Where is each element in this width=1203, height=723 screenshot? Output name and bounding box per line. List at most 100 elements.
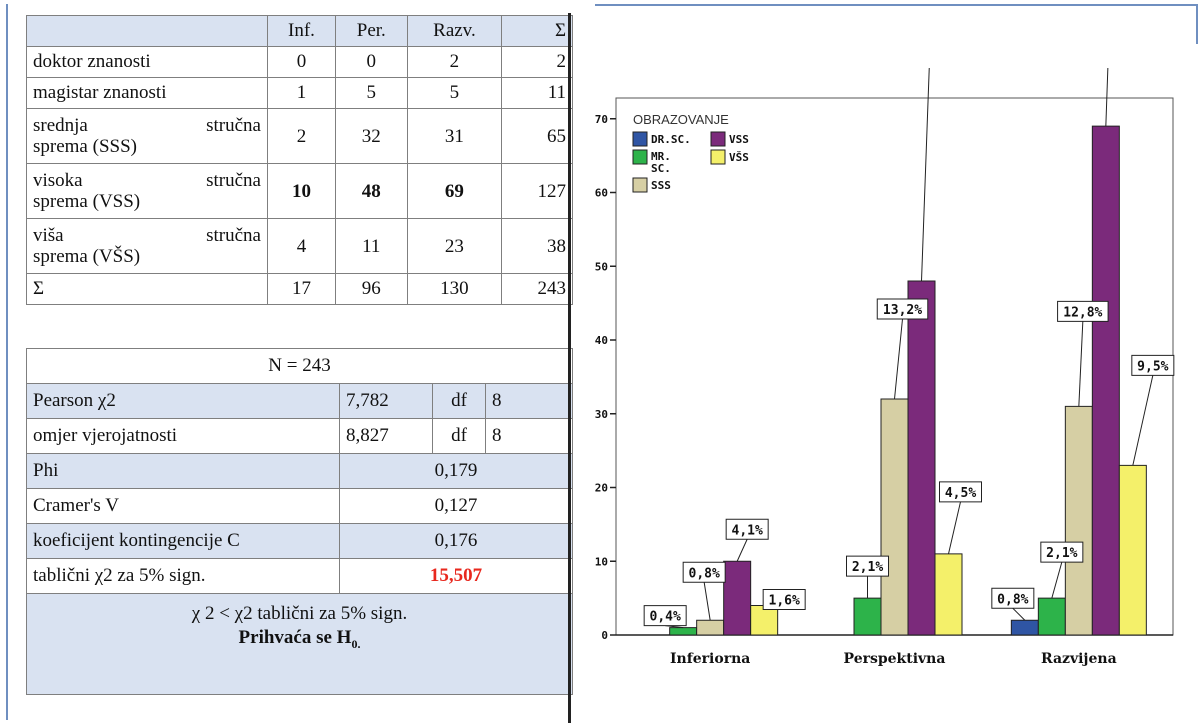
annotation-box — [846, 555, 889, 577]
legend-label: VŠS — [729, 151, 749, 164]
annotation-label: 13,2% — [883, 303, 922, 318]
conclusion-line1: χ 2 < χ2 tablični za 5% sign. — [191, 603, 408, 624]
cell: 11 — [501, 77, 573, 109]
cell: 11 — [334, 218, 408, 274]
annotation-leader — [921, 68, 930, 282]
legend-swatch — [632, 131, 648, 147]
contingency-table: Inf. Per. Razv. Σ doktor znanosti 0 0 2 … — [26, 15, 573, 305]
annotation-label: 2,1% — [852, 560, 883, 575]
table-row: visoka stručna sprema (VSS) 10 48 69 127 — [26, 163, 573, 219]
df-value: 8 — [485, 418, 573, 454]
row-label: Σ — [26, 273, 268, 305]
table-header-row: Inf. Per. Razv. Σ — [26, 15, 573, 47]
row-label-line: sprema (VSS) — [33, 191, 141, 212]
cell: 38 — [501, 218, 573, 274]
y-tick-label: 60 — [595, 187, 608, 200]
y-tick-label: 20 — [595, 482, 608, 495]
cell: 32 — [334, 108, 408, 164]
statistics-table: N = 243 Pearson χ2 7,782 df 8 omjer vjer… — [26, 348, 573, 695]
page-border-left — [6, 4, 8, 720]
annotation-leader — [1078, 321, 1084, 407]
row-label-line: sprema (VŠS) — [33, 246, 141, 267]
x-tick-label: Razvijena — [1041, 651, 1117, 667]
cell: 130 — [406, 273, 503, 305]
stat-value: 0,179 — [339, 453, 573, 489]
stat-label: koeficijent kontingencije C — [26, 523, 340, 559]
cell: 0 — [334, 46, 408, 78]
cell: 10 — [267, 163, 336, 219]
annotation-leader — [948, 501, 961, 554]
bar — [1037, 597, 1066, 636]
bar — [696, 619, 725, 636]
legend-swatch — [632, 177, 648, 193]
critical-row: tablični χ2 za 5% sign. 15,507 — [26, 558, 573, 594]
likelihood-row: omjer vjerojatnosti 8,827 df 8 — [26, 418, 573, 454]
annotation-leader — [1012, 607, 1026, 621]
header-empty — [26, 15, 268, 47]
annotation-label: 4,5% — [945, 486, 976, 501]
table-row: viša stručna sprema (VŠS) 4 11 23 38 — [26, 218, 573, 274]
x-tick-label: Perspektivna — [844, 651, 946, 667]
divider-line — [568, 13, 571, 723]
annotation-label: 9,5% — [1137, 359, 1168, 374]
cell: 23 — [406, 218, 503, 274]
cell: 5 — [406, 77, 503, 109]
header-per: Per. — [334, 15, 408, 47]
annotation-box — [991, 587, 1035, 609]
page-border-top — [595, 4, 1198, 6]
stat-label: Pearson χ2 — [26, 383, 340, 419]
table-row: magistar znanosti 1 5 5 11 — [26, 77, 573, 109]
cell: 127 — [501, 163, 573, 219]
annotation-box — [1131, 354, 1175, 376]
cramer-row: Cramer's V 0,127 — [26, 488, 573, 524]
cell: 2 — [406, 46, 503, 78]
row-label: srednja stručna sprema (SSS) — [26, 108, 268, 164]
cell: 2 — [267, 108, 336, 164]
cell: 48 — [334, 163, 408, 219]
y-tick-label: 0 — [601, 629, 608, 642]
conclusion-subscript: 0. — [351, 636, 361, 651]
table-row: srednja stručna sprema (SSS) 2 32 31 65 — [26, 108, 573, 164]
conclusion-line2: Prihvaća se H0. — [33, 626, 566, 656]
row-label-word: stručna — [206, 170, 261, 191]
bar — [1010, 619, 1039, 636]
legend-label: SC. — [651, 162, 671, 175]
annotation-label: 0,8% — [689, 566, 720, 581]
annotation-leader — [1105, 68, 1109, 127]
stat-value: 7,782 — [339, 383, 433, 419]
cell: 31 — [406, 108, 503, 164]
annotation-box — [1040, 541, 1084, 563]
cell: 17 — [267, 273, 336, 305]
bar — [669, 627, 698, 636]
stat-label: tablični χ2 za 5% sign. — [26, 558, 340, 594]
cell: 4 — [267, 218, 336, 274]
cell: 96 — [334, 273, 408, 305]
x-tick-label: Inferiorna — [670, 651, 750, 667]
row-label-line: sprema (SSS) — [33, 136, 137, 157]
annotation-leader — [1051, 561, 1063, 599]
row-label-word: stručna — [206, 225, 261, 246]
annotation-label: 4,1% — [732, 523, 763, 538]
cell: 0 — [267, 46, 336, 78]
row-label-word: srednja — [33, 115, 88, 136]
df-value: 8 — [485, 383, 573, 419]
legend-label: DR.SC. — [651, 133, 691, 146]
critical-value: 15,507 — [339, 558, 573, 594]
pearson-row: Pearson χ2 7,782 df 8 — [26, 383, 573, 419]
annotation-label: 2,1% — [1046, 546, 1077, 561]
n-row: N = 243 — [26, 348, 573, 384]
table-row: doktor znanosti 0 0 2 2 — [26, 46, 573, 78]
stat-value: 0,176 — [339, 523, 573, 559]
conclusion-row: χ 2 < χ2 tablični za 5% sign. Prihvaća s… — [26, 593, 573, 695]
bar — [1118, 464, 1147, 636]
row-label-word: visoka — [33, 170, 83, 191]
cell: 1 — [267, 77, 336, 109]
y-tick-label: 40 — [595, 334, 608, 347]
annotation-box — [1057, 300, 1109, 322]
y-tick-label: 10 — [595, 555, 608, 568]
legend-label: MR. — [651, 150, 671, 163]
annotation-box — [939, 481, 982, 503]
n-total: N = 243 — [26, 348, 573, 384]
y-tick-label: 50 — [595, 260, 608, 273]
annotation-box — [762, 589, 806, 610]
